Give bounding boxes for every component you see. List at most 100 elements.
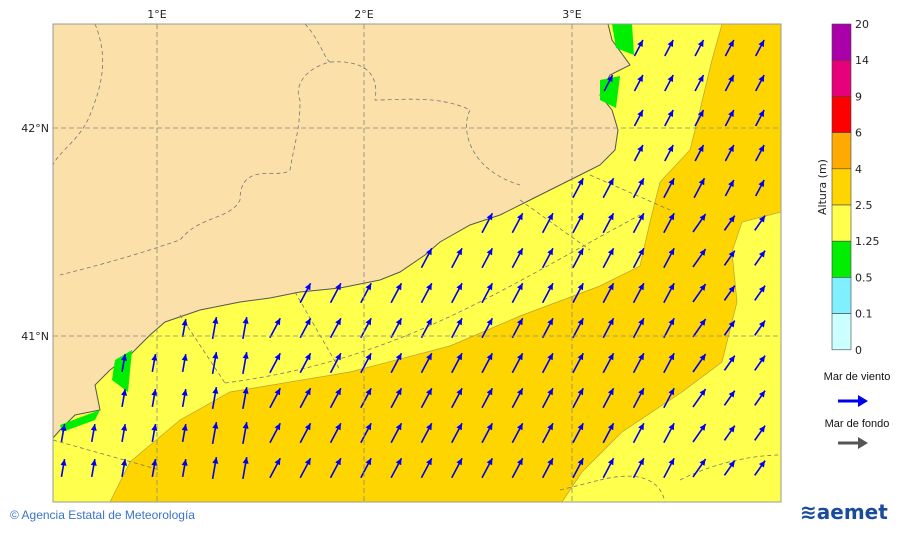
wind-sea-arrow <box>663 352 675 374</box>
wind-sea-arrow <box>602 352 615 374</box>
wind-sea-arrow <box>211 317 219 339</box>
colorbar-label: Altura (m) <box>816 159 829 215</box>
wind-sea-arrow <box>511 282 524 304</box>
lat-label: 41°N <box>21 330 49 343</box>
wind-sea-arrow <box>541 212 554 234</box>
wind-sea-arrow <box>692 213 707 233</box>
colorbar-tick: 20 <box>855 18 869 31</box>
wind-sea-arrow <box>511 387 524 409</box>
wind-sea-arrow <box>754 320 766 336</box>
wind-sea-arrow <box>420 352 433 374</box>
region-borders <box>53 24 781 502</box>
wind-sea-arrow <box>269 352 281 374</box>
wind-sea-arrow <box>242 352 249 374</box>
wind-sea-arrow <box>121 388 128 408</box>
wind-sea-arrow <box>754 179 765 197</box>
wind-sea-arrow <box>151 388 158 408</box>
colorbar-segment <box>831 96 852 133</box>
wind-sea-arrow <box>754 390 766 406</box>
wind-sea-arrow <box>694 144 705 162</box>
wind-sea-arrow <box>451 422 463 444</box>
wind-sea-arrow <box>60 423 67 443</box>
wind-sea-arrow <box>451 457 463 479</box>
wind-sea-arrow <box>632 387 645 409</box>
wind-sea-arrow <box>299 422 312 444</box>
wind-sea-arrow <box>663 422 675 444</box>
wind-sea-arrow <box>511 352 524 374</box>
wind-sea-arrow <box>723 215 736 231</box>
wind-sea-arrow <box>329 387 342 409</box>
wind-sea-arrow <box>511 457 524 479</box>
wind-sea-arrow <box>511 317 524 339</box>
wind-sea-arrow <box>390 457 403 479</box>
colorbar-segment <box>831 313 852 351</box>
wind-sea-arrow <box>633 39 644 57</box>
wind-sea-arrow <box>211 352 219 374</box>
wind-sea-arrow <box>390 422 403 444</box>
wind-sea-arrow <box>299 317 312 339</box>
wind-sea-arrow <box>723 355 736 371</box>
wind-sea-arrow <box>360 317 372 339</box>
wind-sea-arrow <box>299 457 312 479</box>
wind-sea-arrow <box>511 247 524 269</box>
wind-sea-arrow <box>663 387 675 409</box>
wind-sea-arrow <box>360 352 372 374</box>
wind-sea-arrow <box>572 177 584 199</box>
wind-sea-arrow <box>754 355 766 371</box>
wind-sea-arrow <box>572 317 584 339</box>
wind-sea-arrow <box>632 457 645 479</box>
wind-sea-arrow <box>481 422 494 444</box>
colorbar-tick: 9 <box>855 90 862 103</box>
wind-sea-arrow <box>481 387 494 409</box>
colorbar-tick: 4 <box>855 163 862 176</box>
colorbar-tick: 6 <box>855 127 862 140</box>
wind-sea-arrow <box>299 352 312 374</box>
wind-sea-arrow <box>603 74 614 92</box>
wind-sea-arrow <box>420 387 433 409</box>
wind-sea-arrow <box>692 248 707 268</box>
colorbar-tick: 0.1 <box>855 308 873 321</box>
wind-sea-arrow <box>541 387 554 409</box>
wind-sea-arrow <box>451 387 463 409</box>
wind-sea-arrow <box>572 387 584 409</box>
wind-sea-arrow <box>723 425 736 441</box>
wind-sea-arrow <box>632 422 645 444</box>
wind-sea-arrow <box>541 457 554 479</box>
wind-sea-arrow <box>664 74 674 92</box>
wind-sea-arrow <box>329 352 342 374</box>
wind-sea-arrow <box>541 317 554 339</box>
colorbar-tick: 14 <box>855 54 869 67</box>
wind-sea-arrow <box>481 457 494 479</box>
wind-sea-arrow <box>602 177 615 199</box>
wind-sea-arrow <box>151 353 158 373</box>
wind-sea-arrow <box>360 282 372 304</box>
wind-sea-arrow <box>390 282 403 304</box>
logo-text: aemet <box>816 500 888 524</box>
colorbar-segment <box>831 277 852 314</box>
wind-sea-arrow <box>602 212 615 234</box>
wind-sea-arrow <box>632 247 645 269</box>
wind-sea-arrow <box>541 352 554 374</box>
wind-sea-arrow <box>572 457 584 479</box>
wind-sea-arrow <box>692 283 707 303</box>
wind-sea-arrow <box>663 317 675 339</box>
wind-sea-arrow <box>572 422 584 444</box>
wind-sea-arrow <box>360 422 372 444</box>
wind-sea-arrow <box>481 317 494 339</box>
wind-sea-arrow <box>723 460 736 476</box>
colorbar-tick: 0.5 <box>855 271 873 284</box>
wind-sea-arrow <box>633 109 644 127</box>
colorbar-segment <box>831 240 852 278</box>
wind-sea-arrow <box>692 318 707 338</box>
wind-sea-arrow <box>663 282 675 304</box>
wind-sea-arrow <box>754 425 766 441</box>
graticule <box>53 24 781 502</box>
wind-sea-arrow <box>242 317 249 339</box>
wind-sea-arrow <box>451 352 463 374</box>
aemet-logo: ≋aemet <box>800 500 888 524</box>
wind-sea-arrow <box>724 179 735 197</box>
colorbar-tick: 2.5 <box>855 199 873 212</box>
wind-sea-arrow <box>60 458 67 478</box>
wind-sea-arrow <box>664 39 674 57</box>
wind-sea-arrow <box>754 285 766 301</box>
